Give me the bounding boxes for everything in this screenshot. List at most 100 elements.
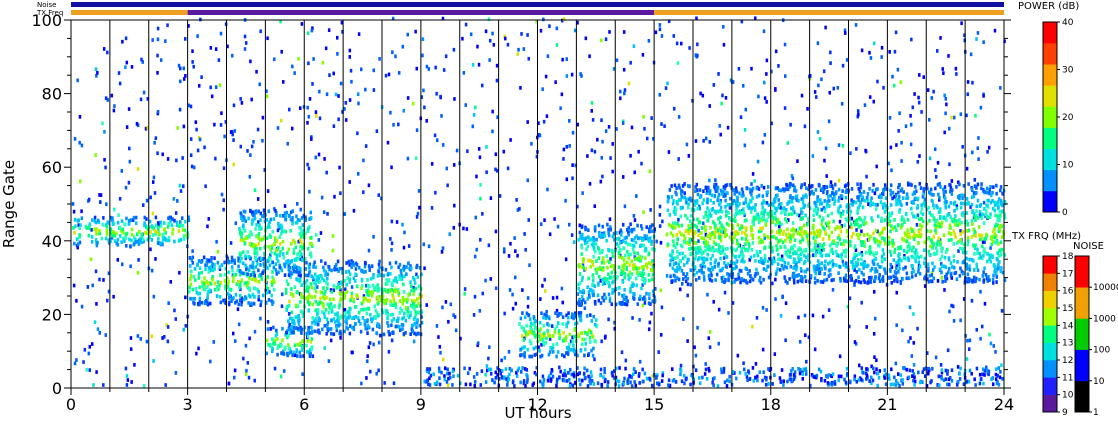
- echo-pixel: [140, 240, 144, 245]
- echo-pixel: [961, 144, 964, 149]
- echo-pixel: [251, 210, 254, 215]
- echo-pixel: [290, 126, 294, 131]
- echo-pixel: [952, 265, 956, 270]
- echo-pixel: [307, 166, 311, 171]
- echo-pixel: [291, 219, 294, 223]
- echo-pixel: [939, 216, 942, 220]
- echo-pixel: [327, 359, 331, 363]
- echo-pixel: [588, 328, 591, 333]
- echo-pixel: [579, 311, 583, 315]
- echo-pixel: [709, 256, 713, 261]
- echo-pixel: [927, 366, 930, 371]
- echo-pixel: [849, 243, 852, 248]
- echo-pixel: [385, 278, 388, 282]
- echo-pixel: [737, 272, 740, 277]
- echo-pixel: [144, 224, 148, 229]
- echo-pixel: [375, 331, 379, 336]
- echo-pixel: [650, 239, 654, 244]
- echo-pixel: [495, 168, 499, 173]
- echo-pixel: [478, 155, 482, 160]
- echo-pixel: [833, 382, 837, 386]
- echo-pixel: [403, 274, 406, 279]
- echo-pixel: [213, 122, 216, 127]
- echo-pixel: [594, 267, 598, 272]
- echo-pixel: [181, 156, 184, 160]
- echo-pixel: [570, 315, 574, 320]
- echo-pixel: [889, 275, 893, 280]
- echo-pixel: [790, 369, 793, 373]
- echo-pixel: [677, 217, 680, 222]
- echo-pixel: [401, 295, 405, 300]
- echo-pixel: [269, 248, 272, 252]
- echo-pixel: [491, 129, 494, 134]
- echo-pixel: [178, 183, 182, 188]
- echo-pixel: [725, 265, 729, 269]
- echo-pixel: [150, 237, 154, 242]
- echo-pixel: [310, 235, 313, 240]
- echo-pixel: [729, 260, 733, 264]
- echo-pixel: [299, 226, 303, 231]
- echo-pixel: [566, 320, 570, 325]
- echo-pixel: [937, 197, 941, 202]
- echo-pixel: [926, 277, 929, 281]
- echo-pixel: [343, 212, 347, 216]
- echo-pixel: [337, 269, 340, 273]
- echo-pixel: [813, 375, 816, 379]
- echo-pixel: [589, 380, 592, 385]
- echo-pixel: [708, 191, 711, 196]
- echo-pixel: [707, 366, 710, 371]
- echo-pixel: [957, 249, 960, 253]
- echo-pixel: [398, 325, 401, 329]
- echo-pixel: [979, 336, 982, 341]
- echo-pixel: [983, 301, 987, 306]
- echo-pixel: [587, 290, 591, 294]
- echo-pixel: [600, 339, 603, 344]
- echo-pixel: [309, 282, 313, 286]
- echo-pixel: [534, 334, 538, 338]
- echo-pixel: [578, 230, 582, 235]
- echo-pixel: [547, 376, 551, 380]
- echo-pixel: [650, 229, 654, 234]
- echo-pixel: [642, 210, 645, 215]
- echo-pixel: [902, 248, 906, 253]
- echo-pixel: [314, 289, 318, 294]
- echo-pixel: [213, 256, 216, 261]
- echo-pixel: [559, 369, 562, 374]
- echo-pixel: [559, 106, 562, 111]
- echo-pixel: [257, 294, 261, 299]
- echo-pixel: [524, 333, 528, 338]
- echo-pixel: [168, 215, 172, 220]
- echo-pixel: [576, 292, 579, 296]
- echo-pixel: [650, 262, 653, 267]
- echo-pixel: [771, 261, 774, 266]
- echo-pixel: [278, 263, 281, 268]
- echo-pixel: [647, 301, 651, 306]
- echo-pixel: [87, 351, 91, 356]
- echo-pixel: [276, 228, 280, 233]
- echo-pixel: [716, 209, 720, 214]
- echo-pixel: [315, 278, 318, 283]
- echo-pixel: [617, 384, 621, 388]
- echo-pixel: [469, 382, 472, 387]
- echo-pixel: [401, 44, 405, 49]
- echo-pixel: [817, 367, 821, 372]
- echo-pixel: [932, 89, 935, 94]
- echo-pixel: [234, 292, 238, 297]
- echo-pixel: [797, 273, 800, 277]
- echo-pixel: [649, 268, 653, 272]
- echo-pixel: [307, 328, 310, 333]
- echo-pixel: [411, 299, 414, 303]
- echo-pixel: [193, 266, 197, 271]
- echo-pixel: [610, 270, 614, 275]
- echo-pixel: [580, 252, 583, 256]
- echo-pixel: [285, 210, 288, 215]
- echo-pixel: [307, 294, 310, 299]
- echo-pixel: [1001, 270, 1005, 275]
- echo-pixel: [889, 249, 892, 254]
- echo-pixel: [804, 368, 807, 372]
- echo-pixel: [850, 234, 854, 239]
- echo-pixel: [232, 275, 235, 280]
- echo-pixel: [300, 255, 303, 260]
- echo-pixel: [680, 223, 684, 228]
- echo-pixel: [737, 242, 740, 247]
